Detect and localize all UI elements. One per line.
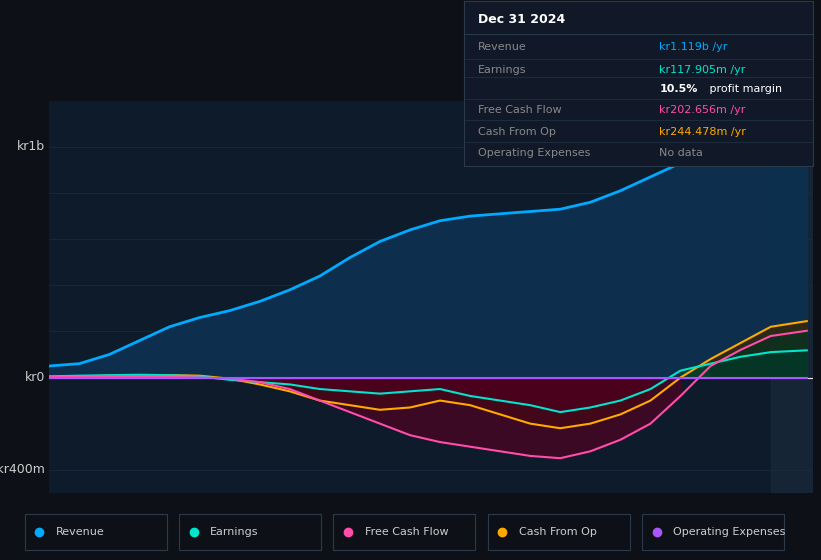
Text: Free Cash Flow: Free Cash Flow <box>478 105 562 115</box>
Text: kr0: kr0 <box>25 371 45 384</box>
Text: Operating Expenses: Operating Expenses <box>673 527 786 537</box>
Text: -kr400m: -kr400m <box>0 463 45 476</box>
Text: Revenue: Revenue <box>478 43 526 52</box>
Text: Cash From Op: Cash From Op <box>519 527 597 537</box>
Text: Operating Expenses: Operating Expenses <box>478 148 590 158</box>
Text: kr117.905m /yr: kr117.905m /yr <box>659 66 745 76</box>
Text: Earnings: Earnings <box>210 527 259 537</box>
Text: profit margin: profit margin <box>706 83 782 94</box>
Text: kr202.656m /yr: kr202.656m /yr <box>659 105 745 115</box>
Text: Dec 31 2024: Dec 31 2024 <box>478 13 565 26</box>
Text: Earnings: Earnings <box>478 66 526 76</box>
Text: Revenue: Revenue <box>56 527 104 537</box>
Text: No data: No data <box>659 148 703 158</box>
Bar <box>771 101 819 493</box>
Text: kr244.478m /yr: kr244.478m /yr <box>659 127 746 137</box>
Text: 10.5%: 10.5% <box>659 83 698 94</box>
Text: Free Cash Flow: Free Cash Flow <box>365 527 448 537</box>
Text: kr1b: kr1b <box>17 141 45 153</box>
Text: kr1.119b /yr: kr1.119b /yr <box>659 43 727 52</box>
Text: Cash From Op: Cash From Op <box>478 127 556 137</box>
